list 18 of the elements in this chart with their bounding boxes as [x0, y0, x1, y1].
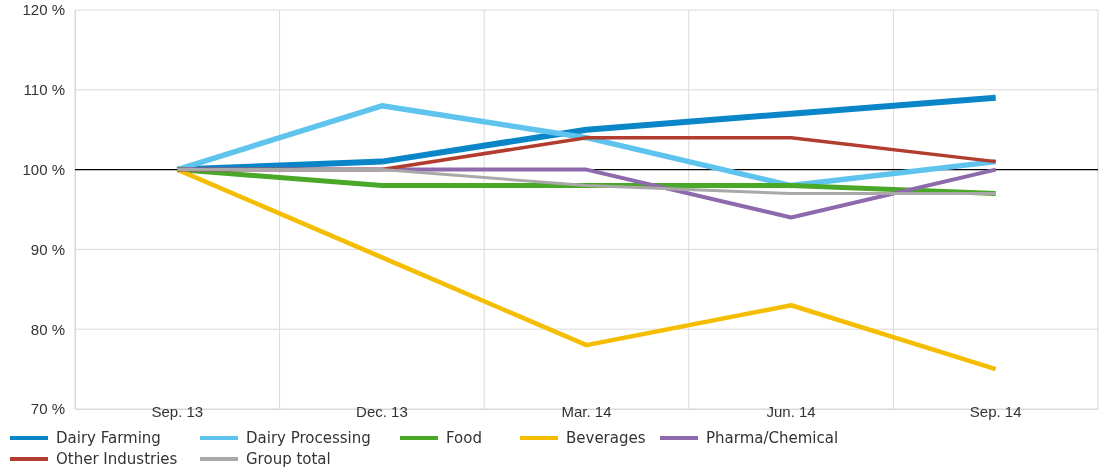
x-tick-label: Jun. 14	[766, 402, 816, 420]
y-tick-label: 110 %	[23, 81, 65, 99]
legend-label: Food	[446, 429, 482, 447]
x-tick-label: Sep. 14	[969, 402, 1022, 420]
legend-label: Group total	[246, 450, 331, 467]
legend-label: Beverages	[566, 429, 646, 447]
y-tick-label: 70 %	[30, 400, 65, 418]
y-tick-label: 100 %	[22, 160, 65, 178]
x-tick-label: Dec. 13	[356, 402, 408, 420]
legend-label: Other Industries	[56, 450, 178, 467]
legend-label: Dairy Processing	[246, 429, 371, 447]
y-tick-label: 80 %	[30, 320, 65, 338]
x-tick-label: Mar. 14	[561, 402, 612, 420]
legend-label: Dairy Farming	[56, 429, 161, 447]
legend-label: Pharma/Chemical	[706, 429, 839, 447]
x-tick-label: Sep. 13	[151, 402, 204, 420]
y-tick-label: 120 %	[22, 1, 65, 19]
y-tick-label: 90 %	[30, 240, 65, 258]
